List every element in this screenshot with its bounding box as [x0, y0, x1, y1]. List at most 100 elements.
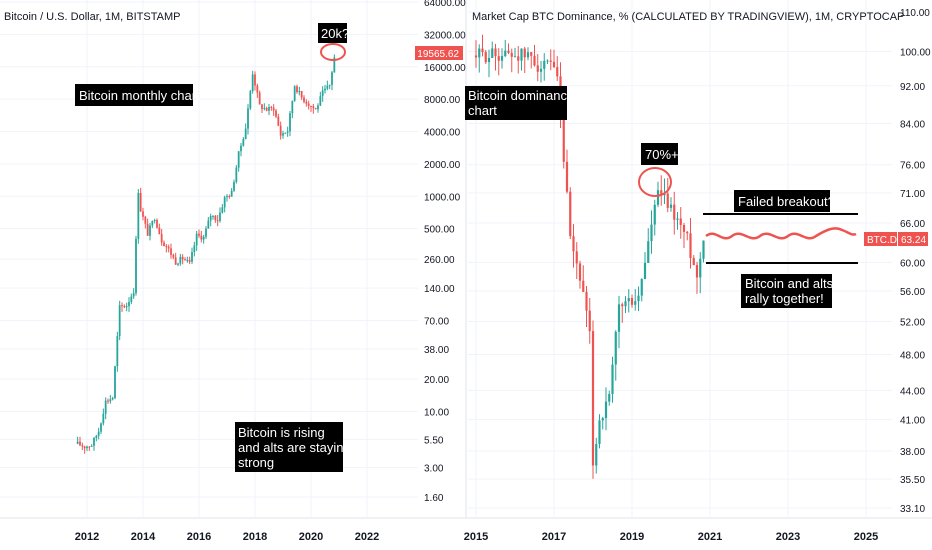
btc-candle-body: [298, 90, 301, 93]
btc-d-value-bg: [898, 232, 928, 246]
btc-candle-body: [296, 86, 298, 93]
range-wave-path: [705, 227, 857, 240]
dominance-candle-body: [686, 231, 689, 234]
dominance-candle-body: [484, 52, 487, 63]
dominance-candle-body: [692, 258, 695, 266]
dominance-y-tick-label: 33.10: [900, 504, 925, 515]
dominance-candle-body: [695, 265, 699, 278]
btc-candle-body: [118, 305, 121, 337]
dominance-candle-body: [669, 204, 673, 208]
btc-candle-body: [170, 248, 172, 255]
btc-candle-body: [207, 220, 210, 229]
dominance-candle-body: [601, 418, 604, 421]
dominance-candle-body: [611, 364, 614, 395]
70-circle-marker: [638, 167, 672, 197]
dominance-candle-body: [656, 190, 660, 205]
btc-candle-body: [181, 256, 184, 260]
btc-candle-body: [130, 296, 133, 302]
70-label: 70%+: [645, 147, 679, 162]
dominance-candle-body: [630, 298, 634, 305]
btc-candle-body: [221, 207, 224, 213]
btc-candle-body: [324, 88, 326, 91]
btc-last-price-label: 19565.62: [417, 49, 459, 60]
rally-label-bg: [741, 274, 832, 308]
btc-candle-body: [191, 252, 193, 262]
btc-candle-body: [179, 256, 182, 264]
btc-candle-body: [300, 90, 303, 98]
btc-y-tick-label: 16000.00: [424, 63, 466, 74]
dominance-candle-body: [604, 401, 608, 419]
dominance-candle-body: [660, 190, 663, 196]
btc-candle-body: [223, 197, 226, 208]
btc-x-tick-label: 2014: [131, 531, 156, 543]
dominance-x-tick-label: 2015: [464, 531, 488, 543]
btc-y-tick-label: 8000.00: [424, 95, 461, 106]
dominance-candle-body: [595, 443, 598, 466]
dominance-candle-body: [578, 263, 582, 281]
btc-candle-body: [331, 72, 333, 85]
dominance-candle-body: [591, 331, 595, 466]
btc-candle-body: [209, 216, 212, 221]
dominance-y-tick-label: 110.00: [900, 8, 930, 19]
btc-y-tick-label: 260.00: [424, 255, 455, 266]
btc-candle-body: [79, 441, 81, 446]
btc-candle-body: [142, 211, 144, 217]
btc-candle-body: [135, 238, 137, 294]
btc-candle-body: [282, 133, 284, 136]
dominance-candle-body: [624, 301, 627, 307]
btc-candle-body: [123, 306, 126, 308]
btc-candle-body: [205, 228, 207, 237]
dominance-candle-body: [536, 65, 539, 72]
btc-candle-body: [293, 86, 296, 101]
dominance-candle-body: [523, 48, 526, 58]
btc-y-tick-label: 32000.00: [424, 30, 466, 41]
dominance-candles: [474, 34, 705, 479]
btc-candle-body: [76, 441, 79, 444]
btc-candle-body: [233, 181, 235, 191]
dominance-candle-body: [546, 60, 549, 62]
dominance-candle-body: [617, 304, 621, 332]
dominance-candle-body: [513, 56, 517, 58]
dominance-candle-body: [491, 48, 494, 59]
btc-candle-body: [242, 138, 245, 146]
btc-y-tick-label: 10.00: [424, 407, 449, 418]
dominance-label-line1: Bitcoin dominance: [468, 88, 574, 103]
btc-rising-label-bg: [235, 422, 343, 472]
dominance-candle-body: [634, 301, 637, 305]
btc-candle-body: [268, 107, 270, 111]
dominance-label-line2: chart: [468, 103, 497, 118]
btc-chart-panel: Bitcoin / U.S. Dollar, 1M, BITSTAMP 6400…: [4, 0, 466, 543]
btc-candle-body: [291, 100, 294, 114]
btc-candle-body: [93, 438, 95, 446]
btc-candle-body: [151, 220, 154, 226]
btc-candle-body: [116, 336, 119, 367]
dominance-x-ticks: 2015 2017 2019 2021 2023 2025: [464, 531, 878, 543]
dominance-y-tick-label: 84.00: [900, 119, 925, 130]
btc-candle-body: [104, 400, 107, 414]
btc-candle-body: [240, 145, 242, 152]
btc-candle-body: [235, 167, 238, 182]
dominance-candle-body: [588, 310, 591, 332]
btc-candle-body: [121, 305, 123, 307]
btc-candle-body: [146, 223, 149, 236]
dominance-candle-body: [478, 48, 481, 58]
btc-monthly-label-bg: [75, 84, 193, 106]
dominance-candle-body: [530, 52, 533, 56]
btc-y-tick-label: 2000.00: [424, 160, 461, 171]
dominance-candle-body: [689, 233, 692, 259]
dominance-y-tick-label: 41.00: [900, 416, 925, 427]
btc-candle-body: [228, 196, 231, 198]
btc-candle-body: [265, 108, 268, 111]
btc-candle-body: [107, 400, 109, 402]
20k-label-bg: [318, 23, 347, 43]
btc-rising-line3: strong: [238, 455, 274, 470]
btc-candle-body: [212, 215, 214, 217]
dominance-candle-body: [614, 331, 617, 365]
dominance-candle-body: [500, 56, 504, 61]
dominance-y-tick-label: 35.50: [900, 475, 925, 486]
dominance-x-tick-label: 2021: [698, 531, 722, 543]
btc-candle-body: [284, 132, 287, 134]
btc-candle-body: [328, 84, 331, 86]
btc-candle-body: [158, 227, 161, 234]
btc-candle-body: [83, 446, 86, 449]
